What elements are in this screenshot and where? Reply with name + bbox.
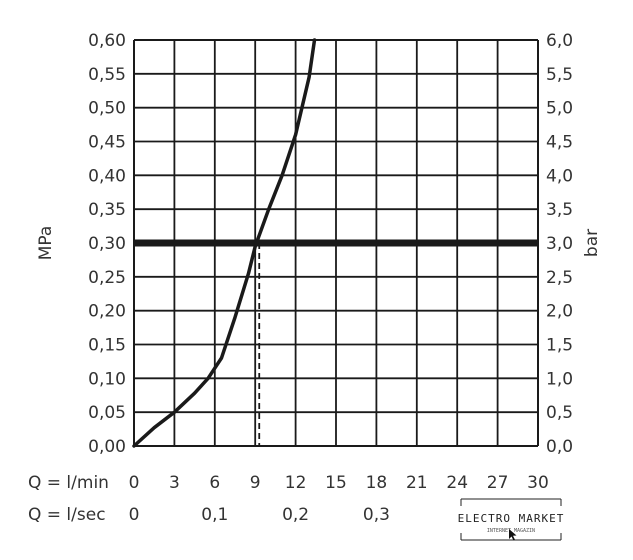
x-tick-label-lmin: 30 <box>527 473 549 493</box>
x-tick-label-lmin: 6 <box>209 473 220 493</box>
y-tick-label-left: 0,05 <box>88 403 126 423</box>
y-tick-label-right: 2,0 <box>546 302 573 322</box>
series-line <box>132 38 317 448</box>
y-tick-label-left: 0,00 <box>88 437 126 457</box>
y-axis-label-left: MPa <box>36 226 56 261</box>
y-tick-label-left: 0,45 <box>88 133 126 153</box>
x-tick-label-lsec: 0,2 <box>282 505 309 525</box>
x-tick-label-lmin: 24 <box>446 473 468 493</box>
watermark: ELECTRO MARKET INTERNET MAGAZIN <box>458 498 565 541</box>
watermark-text: ELECTRO MARKET <box>458 512 565 525</box>
y-tick-label-left: 0,55 <box>88 65 126 85</box>
x-tick-label-lmin: 3 <box>169 473 180 493</box>
y-tick-label-left: 0,20 <box>88 302 126 322</box>
x-tick-label-lmin: 15 <box>325 473 347 493</box>
y-tick-label-left: 0,10 <box>88 369 126 389</box>
x-tick-label-lmin: 0 <box>129 473 140 493</box>
y-tick-label-right: 0,5 <box>546 403 573 423</box>
y-tick-label-right: 0,0 <box>546 437 573 457</box>
y-tick-label-left: 0,30 <box>88 234 126 254</box>
x-tick-label-lmin: 12 <box>285 473 307 493</box>
y-tick-label-left: 0,25 <box>88 268 126 288</box>
series-group <box>132 38 317 448</box>
y-tick-label-right: 1,5 <box>546 336 573 356</box>
y-tick-label-right: 4,5 <box>546 133 573 153</box>
y-tick-label-left: 0,60 <box>88 31 126 51</box>
x-tick-label-lmin: 27 <box>487 473 509 493</box>
y-tick-label-right: 6,0 <box>546 31 573 51</box>
y-axis-label-right: bar <box>582 229 602 257</box>
x-tick-label-lmin: 18 <box>366 473 388 493</box>
y-tick-label-left: 0,35 <box>88 200 126 220</box>
x-tick-label-lsec: 0,3 <box>363 505 390 525</box>
x-tick-label-lmin: 9 <box>250 473 261 493</box>
x-axis-label-lmin: Q = l/min <box>28 473 109 493</box>
y-tick-label-right: 5,5 <box>546 65 573 85</box>
y-tick-label-left: 0,50 <box>88 99 126 119</box>
x-tick-label-lsec: 0,1 <box>201 505 228 525</box>
y-tick-label-right: 3,0 <box>546 234 573 254</box>
y-tick-label-right: 2,5 <box>546 268 573 288</box>
x-tick-label-lmin: 21 <box>406 473 428 493</box>
y-tick-label-right: 1,0 <box>546 369 573 389</box>
cursor-icon <box>509 529 517 541</box>
y-tick-label-right: 5,0 <box>546 99 573 119</box>
y-tick-label-right: 4,0 <box>546 166 573 186</box>
reference-lines <box>134 239 538 446</box>
y-tick-label-left: 0,15 <box>88 336 126 356</box>
y-tick-label-left: 0,40 <box>88 166 126 186</box>
tick-labels: 0,000,050,100,150,200,250,300,350,400,45… <box>88 31 573 525</box>
x-tick-label-lsec: 0 <box>129 505 140 525</box>
x-axis-label-lsec: Q = l/sec <box>28 505 106 525</box>
y-tick-label-right: 3,5 <box>546 200 573 220</box>
